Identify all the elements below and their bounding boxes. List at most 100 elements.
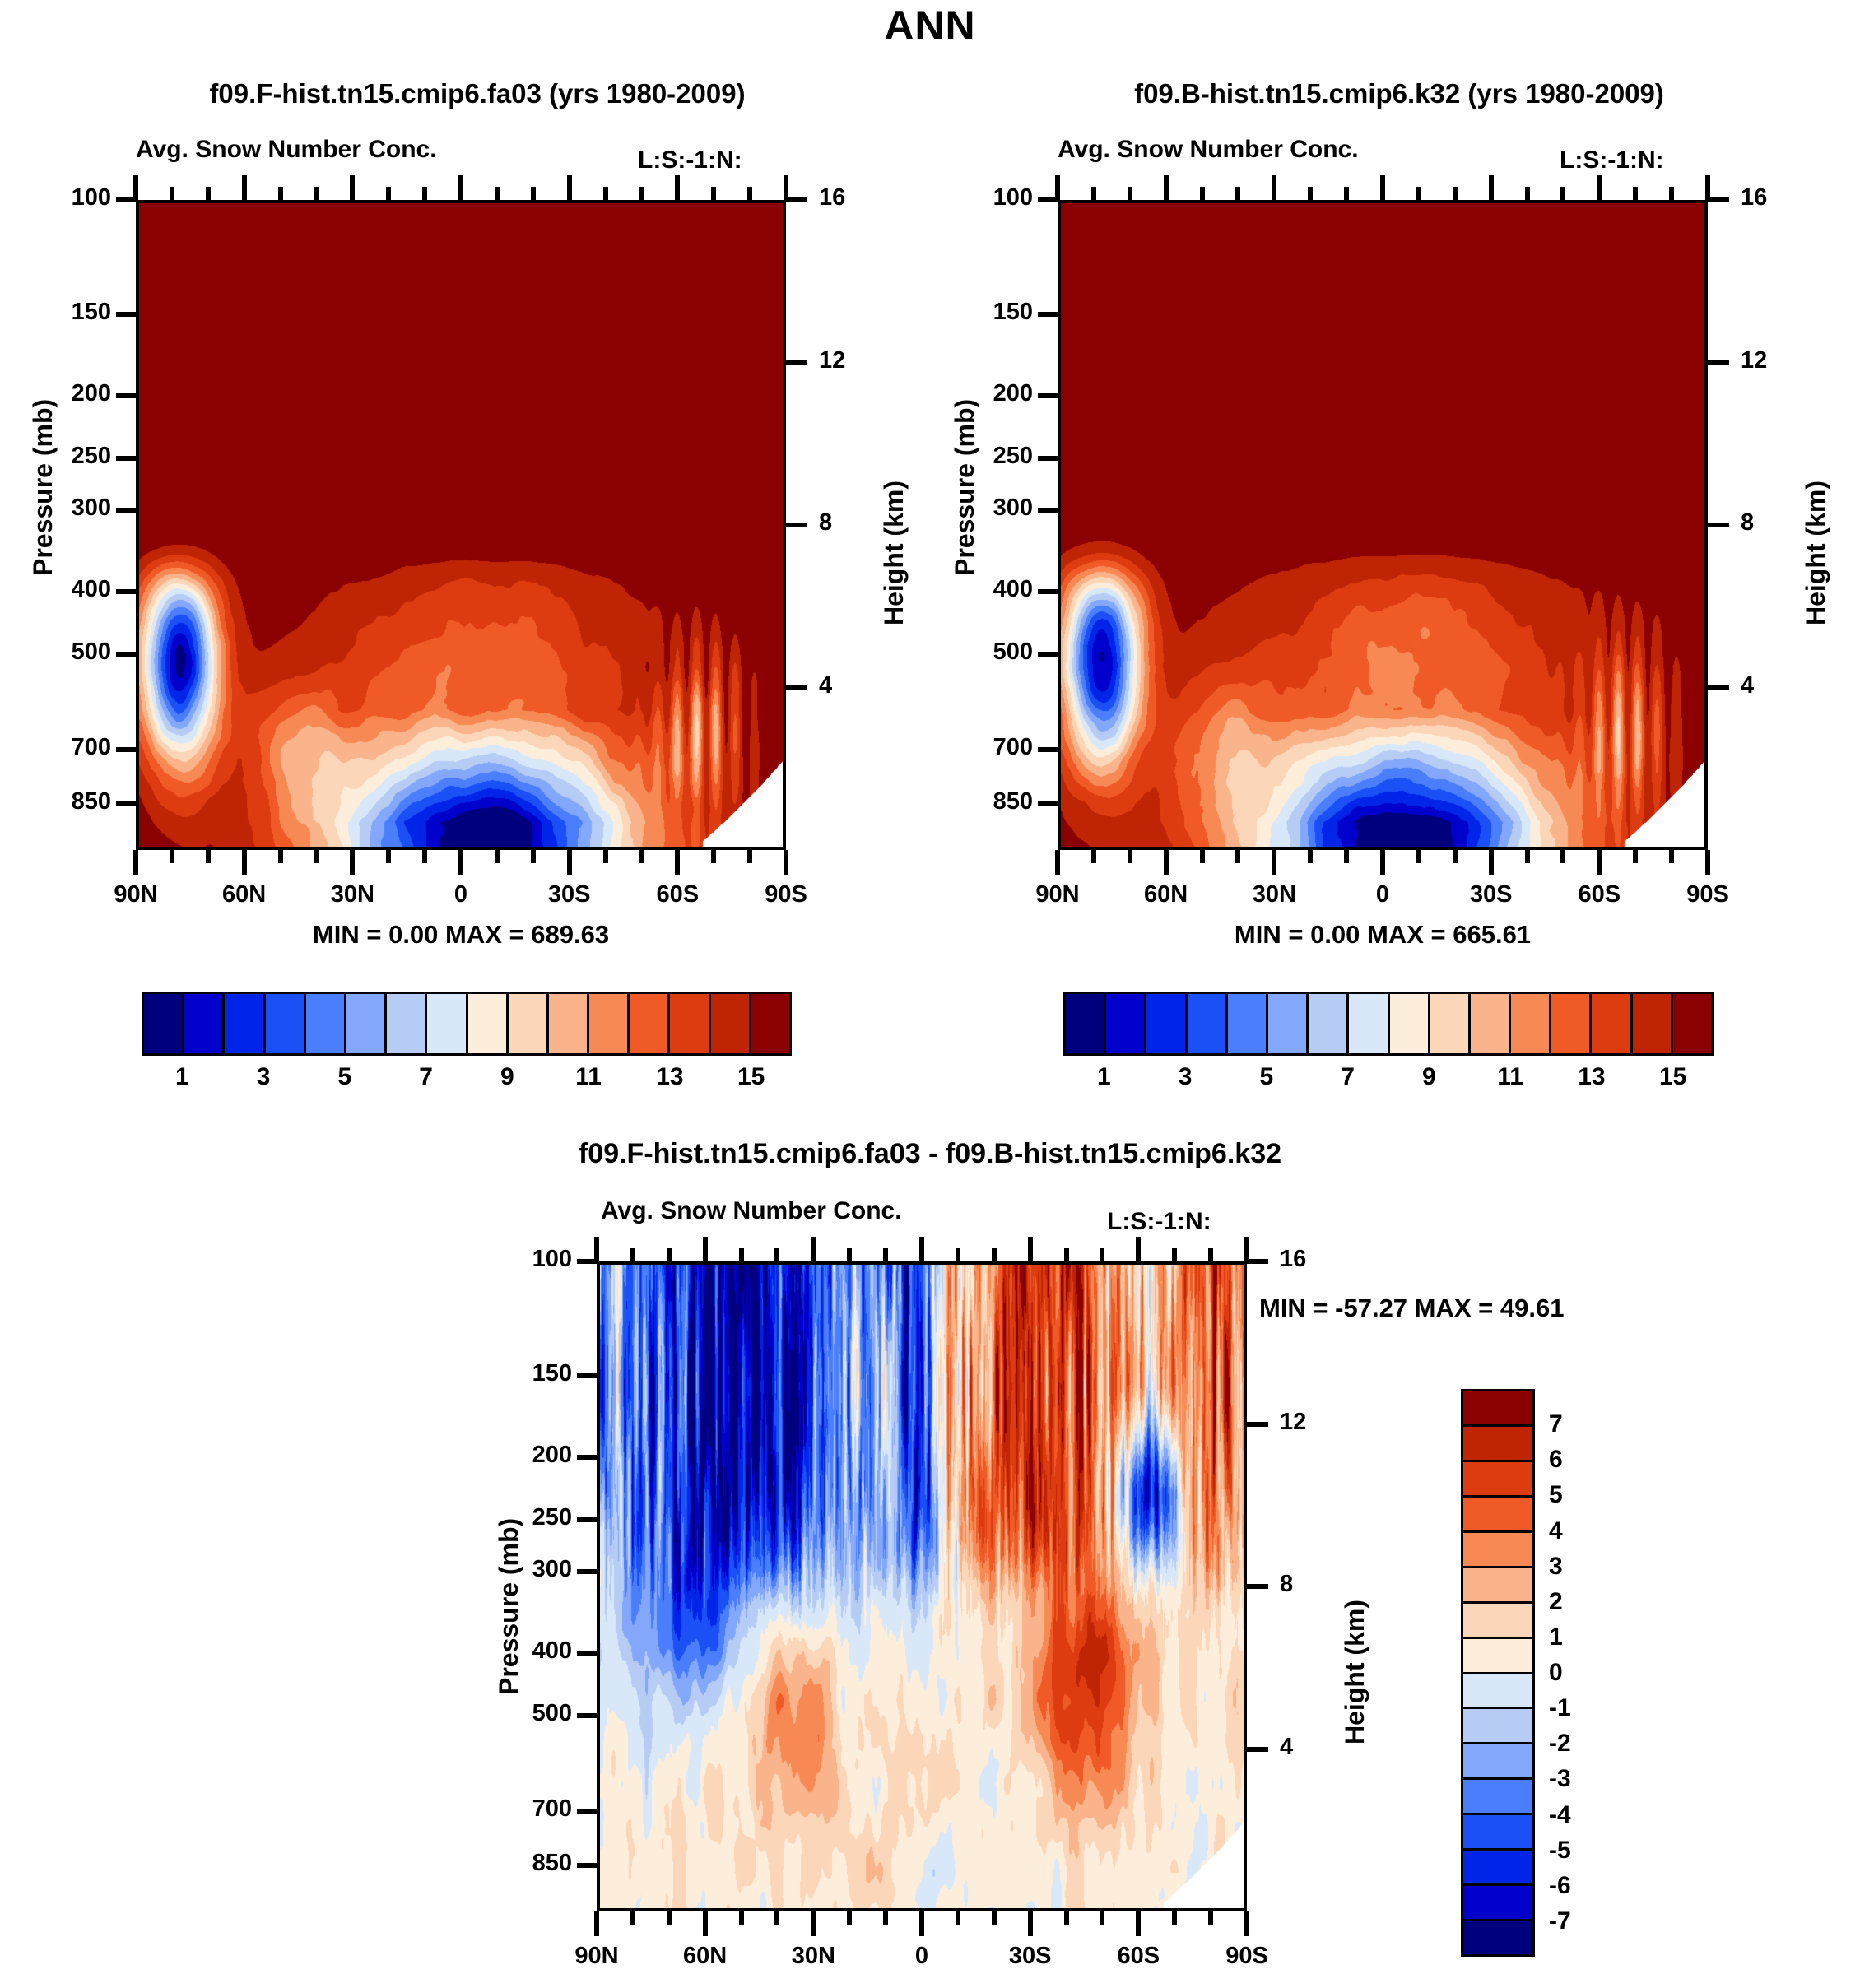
x-tick-mark-top	[1235, 187, 1241, 200]
panel-left-colorbar[interactable]	[142, 992, 792, 1056]
panel-right-title: f09.B-hist.tn15.cmip6.k32 (yrs 1980-2009…	[1134, 78, 1664, 109]
x-tick-mark-top	[1524, 187, 1530, 200]
colorbar-cell[interactable]	[1463, 1815, 1532, 1851]
y-tick-mark	[577, 1517, 597, 1523]
x-tick-mark-major	[594, 1911, 599, 1936]
colorbar-cell[interactable]	[1463, 1638, 1532, 1674]
x-tick-label: 60S	[1117, 1943, 1160, 1969]
colorbar-cell[interactable]	[1349, 994, 1390, 1053]
x-tick-mark-minor	[422, 850, 428, 863]
colorbar-cell[interactable]	[1592, 994, 1633, 1053]
x-tick-mark-top	[1172, 1248, 1178, 1261]
colorbar-cell[interactable]	[1463, 1391, 1532, 1427]
colorbar-cell[interactable]	[1551, 994, 1593, 1053]
colorbar-cell[interactable]	[1463, 1603, 1532, 1639]
y-tick-label: 250	[993, 443, 1033, 470]
colorbar-cell[interactable]	[467, 994, 509, 1053]
colorbar-cell[interactable]	[1187, 994, 1228, 1053]
y-tick-label: 500	[993, 639, 1033, 666]
colorbar-tick-label: 5	[337, 1063, 352, 1090]
x-tick-mark-minor	[1208, 1911, 1214, 1925]
colorbar-cell[interactable]	[305, 994, 346, 1053]
colorbar-cell[interactable]	[1066, 994, 1107, 1053]
x-tick-label: 60N	[683, 1943, 728, 1969]
x-tick-mark-minor	[1669, 850, 1675, 863]
panel-right-colorbar-labels: 1 3 5 7 9 11 13 15	[1063, 1063, 1714, 1096]
y-tick-mark	[1038, 456, 1058, 462]
colorbar-cell[interactable]	[1463, 1886, 1532, 1922]
colorbar-tick-label: 1	[1097, 1063, 1111, 1090]
panel-difference-colorbar[interactable]	[1461, 1389, 1535, 1957]
colorbar-cell[interactable]	[265, 994, 306, 1053]
colorbar-cell[interactable]	[1470, 994, 1512, 1053]
x-tick-mark-minor	[639, 850, 644, 863]
colorbar-cell[interactable]	[427, 994, 468, 1053]
colorbar-cell[interactable]	[1672, 994, 1711, 1053]
x-tick-mark-minor	[602, 850, 608, 863]
colorbar-cell[interactable]	[1309, 994, 1350, 1053]
colorbar-cell[interactable]	[710, 994, 751, 1053]
colorbar-cell[interactable]	[589, 994, 630, 1053]
panel-right-contour-canvas	[1061, 203, 1704, 847]
colorbar-cell[interactable]	[1632, 994, 1673, 1053]
panel-difference-title: f09.F-hist.tn15.cmip6.fa03 - f09.B-hist.…	[578, 1138, 1282, 1169]
x-tick-label: 0	[453, 881, 468, 908]
colorbar-cell[interactable]	[225, 994, 266, 1053]
colorbar-tick-label: 7	[1341, 1063, 1355, 1090]
colorbar-cell[interactable]	[751, 994, 789, 1053]
y-tick-mark	[1038, 507, 1058, 513]
colorbar-cell[interactable]	[144, 994, 185, 1053]
colorbar-cell[interactable]	[1106, 994, 1147, 1053]
colorbar-cell[interactable]	[1511, 994, 1552, 1053]
x-tick-label: 30S	[1469, 881, 1513, 908]
y-tick-mark	[1038, 746, 1058, 752]
colorbar-cell[interactable]	[1267, 994, 1309, 1053]
y-tick-mark	[116, 588, 136, 594]
panel-right-colorbar[interactable]	[1063, 992, 1714, 1056]
colorbar-cell[interactable]	[508, 994, 549, 1053]
colorbar-cell[interactable]	[1389, 994, 1430, 1053]
colorbar-cell[interactable]	[1463, 1780, 1532, 1816]
colorbar-cell[interactable]	[184, 994, 226, 1053]
y-tick-label: 100	[532, 1246, 572, 1272]
x-tick-label: 90N	[574, 1943, 619, 1969]
colorbar-cell[interactable]	[1463, 1532, 1532, 1568]
x-tick-label: 30N	[791, 1943, 835, 1969]
colorbar-cell[interactable]	[1463, 1674, 1532, 1710]
colorbar-cell[interactable]	[1146, 994, 1188, 1053]
y-tick-mark	[116, 456, 136, 462]
colorbar-tick-label: 3	[1178, 1063, 1193, 1090]
colorbar-cell[interactable]	[1227, 994, 1268, 1053]
colorbar-cell[interactable]	[387, 994, 428, 1053]
colorbar-cell[interactable]	[1463, 1709, 1532, 1745]
x-tick-label: 0	[914, 1943, 929, 1969]
y-tick-label: 300	[532, 1555, 572, 1582]
colorbar-cell[interactable]	[1430, 994, 1471, 1053]
x-tick-mark-top	[205, 187, 211, 200]
y-tick-label: 850	[532, 1850, 572, 1877]
colorbar-cell[interactable]	[1463, 1461, 1532, 1498]
x-tick-mark-top	[1488, 175, 1494, 200]
x-tick-mark-minor	[1560, 850, 1566, 863]
y-tick-mark	[116, 652, 136, 657]
colorbar-cell[interactable]	[1463, 1921, 1532, 1954]
x-tick-mark-top	[955, 1248, 960, 1261]
colorbar-cell[interactable]	[1463, 1426, 1532, 1462]
x-tick-mark-major	[458, 850, 463, 875]
colorbar-cell[interactable]	[548, 994, 590, 1053]
x-tick-mark-top	[1063, 1248, 1069, 1261]
x-tick-mark-top	[1597, 175, 1602, 200]
colorbar-cell[interactable]	[1463, 1497, 1532, 1533]
colorbar-cell[interactable]	[630, 994, 671, 1053]
colorbar-cell[interactable]	[1463, 1851, 1532, 1887]
panel-right-minmax: MIN = 0.00 MAX = 665.61	[1234, 920, 1532, 949]
x-tick-label: 60N	[1144, 881, 1188, 908]
panel-difference-plot-area	[597, 1261, 1247, 1911]
colorbar-cell[interactable]	[1463, 1744, 1532, 1781]
colorbar-cell[interactable]	[670, 994, 711, 1053]
panel-difference-ylabel: Pressure (mb)	[494, 1517, 523, 1695]
colorbar-cell[interactable]	[1463, 1568, 1532, 1604]
x-tick-mark-minor	[1633, 850, 1639, 863]
colorbar-cell[interactable]	[346, 994, 388, 1053]
colorbar-tick-label: 13	[656, 1063, 684, 1090]
